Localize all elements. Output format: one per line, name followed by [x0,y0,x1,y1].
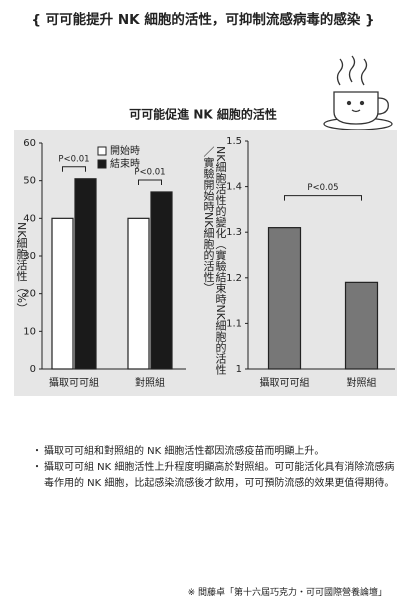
y-tick-label: 1.1 [226,318,242,329]
header-title: { 可可能提升 NK 細胞的活性，可抑制流感病毒的感染 } [31,11,374,28]
note: 攝取可可組和對照組的 NK 細胞活性都因流感疫苗而明顯上升。 [32,444,396,460]
legend-label: 開始時 [110,144,140,157]
significance-bracket [138,179,162,185]
y-axis-label: NK細胞活性的變化（實驗結束時NK細胞的活性／實驗開始時NK細胞的活性） [202,146,227,375]
x-tick-label: 攝取可可組 [260,376,310,389]
notes: 攝取可可組和對照組的 NK 細胞活性都因流感疫苗而明顯上升。 攝取可可組 NK … [32,444,396,492]
annotation: P<0.01 [58,154,89,164]
y-tick-label: 20 [23,289,36,300]
y-tick-label: 40 [23,213,36,224]
bar [344,281,379,370]
y-tick-label: 1.3 [226,227,242,238]
bar [127,217,150,370]
cup-illustration [323,55,393,131]
x-tick-label: 攝取可可組 [49,376,99,389]
note: 攝取可可組 NK 細胞活性上升程度明顯高於對照組。可可能活化具有消除流感病毒作用… [32,460,396,492]
bar [150,191,173,370]
annotation: P<0.05 [307,183,338,193]
annotation: P<0.01 [134,167,165,177]
y-tick-label: 1.4 [226,182,242,193]
bar [51,217,74,370]
y-tick-label: 30 [23,251,36,262]
section-title: 可可能促進 NK 細胞的活性 [129,107,277,122]
legend-label: 結束時 [110,157,140,170]
y-tick-label: 1.5 [226,136,242,147]
bar [74,178,97,370]
y-tick-label: 1.2 [226,273,242,284]
y-tick-label: 50 [23,176,36,187]
y-tick-label: 10 [23,326,36,337]
legend-swatch [97,146,107,156]
x-tick-label: 對照組 [135,376,165,389]
y-axis-label: NK細胞活性（%） [15,222,28,314]
bar [267,227,302,370]
y-tick-label: 1 [236,364,242,375]
x-tick-label: 對照組 [347,376,377,389]
y-tick-label: 0 [30,364,36,375]
y-tick-label: 60 [23,138,36,149]
significance-bracket [62,166,86,172]
significance-bracket [284,195,362,201]
legend-swatch [97,159,107,169]
source: ※ 間藤卓「第十六屆巧克力・可可國際營養論壇」 [187,588,387,598]
